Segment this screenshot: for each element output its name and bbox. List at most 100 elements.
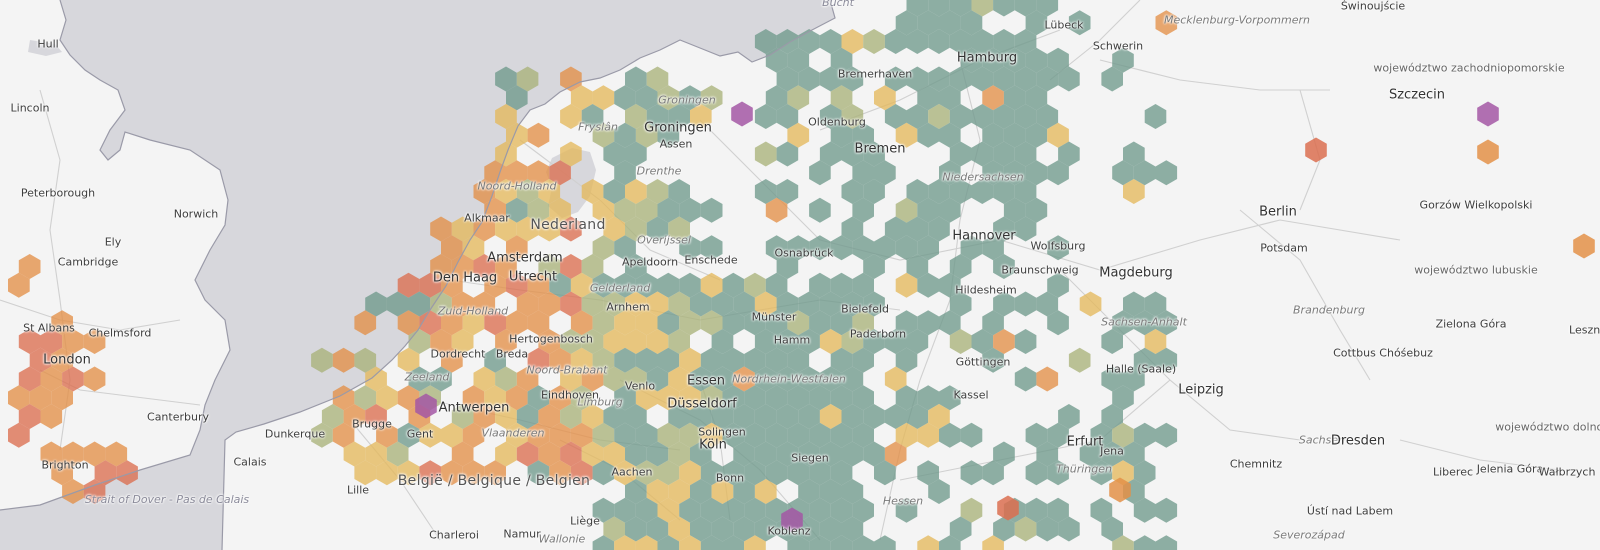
density-hex [603,141,625,167]
density-hex [1047,310,1069,336]
density-hex [733,366,755,392]
density-hex [798,404,820,429]
density-hex [430,254,452,279]
density-hex [506,310,528,336]
density-hex [1155,310,1178,336]
density-hex [700,272,723,298]
density-hex [1014,179,1037,204]
density-hex [993,516,1015,542]
density-hex [1133,347,1156,373]
density-hex [1155,10,1178,36]
density-hex [819,366,842,392]
density-hex [1101,66,1123,92]
density-hex [1025,47,1048,73]
density-hex [722,497,745,523]
density-hex [852,535,874,550]
density-hex [798,516,820,542]
density-hex [960,235,983,261]
density-hex [733,479,755,504]
density-hex [690,104,712,129]
density-hex [527,160,550,186]
density-hex [754,179,777,204]
density-hex [1025,10,1048,36]
density-hex [83,441,106,467]
density-hex [408,291,431,317]
density-hex [668,479,690,504]
density-hex [787,122,810,148]
density-hex [993,329,1015,354]
density-hex [895,10,918,36]
density-hex [939,10,961,36]
density-hex [18,329,41,354]
density-hex [18,404,41,429]
density-hex [895,422,918,448]
density-hex [581,179,604,204]
density-hex [343,404,366,429]
density-hex [1112,310,1134,336]
density-hex [679,197,701,223]
density-hex [625,254,647,279]
density-hex [711,366,734,392]
density-hex [646,366,669,392]
density-hex [928,479,950,504]
density-hex [949,66,972,92]
density-hex [441,460,463,486]
density-hex [841,291,864,317]
density-hex [1144,329,1167,354]
density-hex [971,104,994,129]
density-hex [581,404,604,429]
density-hex [1101,441,1123,467]
density-hex [841,441,864,467]
density-hex [809,460,831,486]
density-hex [1036,0,1059,17]
density-hex [906,254,929,279]
density-hex [700,422,723,448]
density-hex [722,310,745,336]
density-hex [668,404,690,429]
density-hex [1025,122,1048,148]
density-hex [397,460,420,486]
density-hex [1003,197,1026,223]
density-hex [1047,235,1069,261]
density-hex [1477,139,1499,165]
density-hex [1036,516,1059,542]
density-hex [906,104,929,129]
density-hex [527,422,550,448]
density-hex [8,422,30,448]
density-hex [776,104,799,129]
density-hex [603,366,625,392]
uk-coastline [0,0,231,511]
density-hex [570,347,593,373]
density-hex [646,479,669,504]
density-hex [603,404,625,429]
density-hex [971,329,994,354]
density-hex [765,347,788,373]
density-hex [906,216,929,242]
coastline [221,0,836,550]
density-hex [765,385,788,411]
density-hex [819,329,842,354]
density-hex [1079,291,1102,317]
density-hex [841,329,864,354]
density-hex [625,404,647,429]
density-hex [1036,66,1059,92]
density-hex [700,85,723,111]
density-hex [1014,291,1037,317]
density-hex [560,141,582,167]
density-hex [1123,179,1145,204]
density-hex [841,66,864,92]
density-hex [516,366,539,392]
density-hex [495,441,517,467]
road [1239,209,1371,381]
density-hex [343,441,366,467]
density-hex [570,460,593,486]
density-hex [731,101,753,127]
density-hex [809,310,831,336]
density-hex [646,179,669,204]
density-hex [949,179,972,204]
road [39,89,61,301]
density-hex [895,272,918,298]
density-hex [495,329,517,354]
